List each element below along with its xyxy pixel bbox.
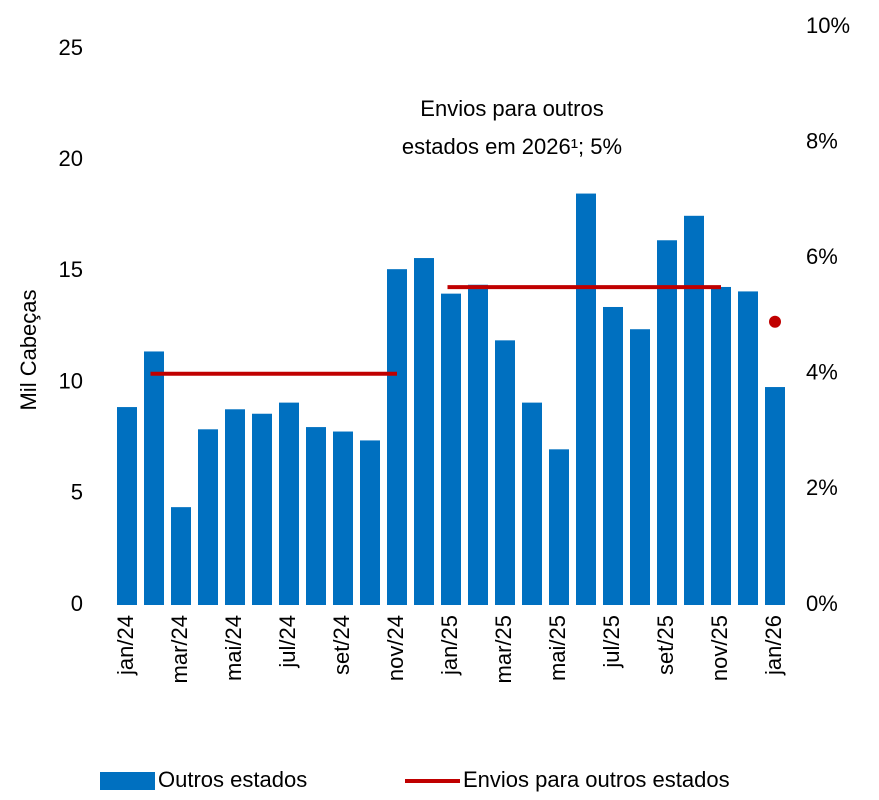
bar [144,351,164,605]
bar [468,284,488,605]
annotation: Envios para outros [420,96,603,121]
y2-tick-label: 8% [806,128,838,153]
bar [576,193,596,605]
bar [711,286,731,605]
legend-swatch [100,772,155,790]
y2-tick-label: 0% [806,591,838,616]
y-axis-title: Mil Cabeças [16,289,41,410]
legend-label: Envios para outros estados [463,767,730,792]
y-tick-label: 15 [59,257,83,282]
annotation: estados em 2026¹; 5% [402,134,622,159]
x-tick-label: jul/24 [275,615,300,669]
x-tick-label: set/25 [653,615,678,675]
y-tick-label: 5 [71,480,83,505]
bar [198,429,218,605]
bar [225,409,245,605]
y-tick-label: 0 [71,591,83,616]
x-tick-label: jan/24 [113,615,138,676]
bar [495,340,515,605]
x-tick-label: jan/25 [437,615,462,676]
bar [549,449,569,605]
bar [306,427,326,605]
y-tick-label: 20 [59,146,83,171]
bar [765,387,785,605]
bar [117,407,137,605]
bar [333,431,353,605]
bar [252,413,272,605]
x-tick-label: mai/25 [545,615,570,681]
y2-tick-label: 6% [806,244,838,269]
y-tick-label: 10 [59,368,83,393]
y2-tick-label: 4% [806,360,838,385]
bar [684,215,704,606]
x-tick-label: nov/25 [707,615,732,681]
bar [414,258,434,605]
x-tick-label: set/24 [329,615,354,675]
line-point [769,315,781,328]
x-tick-label: jul/25 [599,615,624,669]
x-tick-label: mar/24 [167,615,192,683]
legend-label: Outros estados [158,767,307,792]
bar [171,507,191,605]
bar [360,440,380,605]
bar [657,240,677,605]
y2-tick-label: 2% [806,475,838,500]
x-tick-label: mar/25 [491,615,516,683]
bar [630,329,650,605]
x-tick-label: mai/24 [221,615,246,681]
bar [522,402,542,605]
y-tick-label: 25 [59,35,83,60]
x-tick-label: jan/26 [761,615,786,676]
bar [738,291,758,605]
bar [603,306,623,605]
bar [279,402,299,605]
x-tick-label: nov/24 [383,615,408,681]
bar [441,293,461,605]
bar [387,269,407,605]
y2-tick-label: 10% [806,13,850,38]
